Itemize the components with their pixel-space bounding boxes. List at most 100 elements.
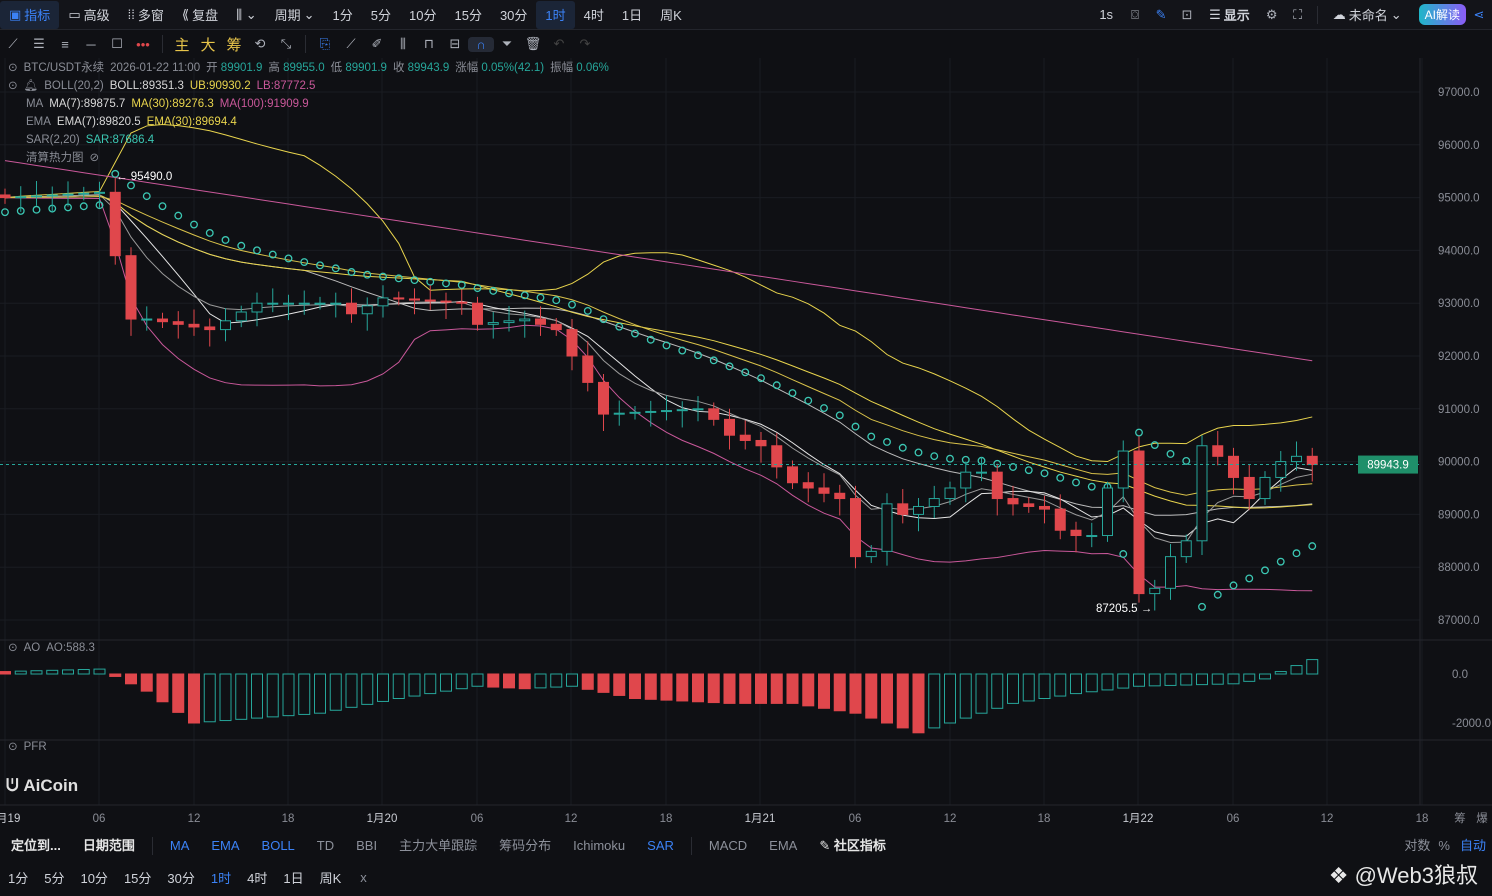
candle-body	[472, 302, 483, 325]
auto-scale-toggle[interactable]: 自动	[1459, 838, 1486, 853]
candle-body	[1007, 498, 1019, 505]
liquidation-heatmap-label[interactable]: 清算热力图	[26, 152, 84, 164]
indicator-1[interactable]: EMA	[211, 838, 240, 853]
timeframe-5[interactable]: 1时	[536, 0, 575, 29]
candle-body	[456, 301, 468, 304]
indicator-0[interactable]: MA	[169, 838, 190, 853]
indicator-4[interactable]: BBI	[356, 838, 378, 853]
hidden-icon[interactable]: ⊘	[89, 152, 100, 164]
price-chart[interactable]: 89943.9 97000.0 96000.0 95000.0 94000.0 93000…	[0, 0, 1492, 833]
timeframe-4[interactable]: 30分	[499, 8, 528, 23]
parallel-lines-icon[interactable]: ☰	[33, 36, 45, 51]
bottom-timeframe-7[interactable]: 1日	[283, 870, 304, 886]
x-tick-label: 1月19	[0, 813, 20, 825]
percent-toggle[interactable]: %	[1438, 838, 1450, 853]
indicator-2[interactable]: BOLL	[261, 838, 295, 853]
community-indicators-button[interactable]: ✎ 社区指标	[819, 838, 886, 853]
timeframe-0[interactable]: 1分	[332, 8, 353, 23]
advanced-button[interactable]: ▭ 高级	[68, 6, 110, 24]
indicators-button[interactable]: ▣ 指标	[0, 0, 60, 29]
bottom-timeframe-8[interactable]: 周K	[319, 870, 342, 886]
timeframe-bar: 1分 5分 10分 15分 30分 1时 4时 1日 周K x	[0, 862, 1492, 892]
collapse-icon[interactable]: ⊙	[8, 80, 18, 92]
add-window-icon[interactable]: ⊡	[1181, 6, 1193, 22]
magnet-icon[interactable]: ∩	[468, 36, 494, 52]
sub-indicator-0[interactable]: MACD	[708, 838, 748, 853]
candle-body	[1196, 445, 1208, 542]
horizontal-line-icon[interactable]: ─	[86, 36, 96, 52]
pen-icon[interactable]: ✎	[1155, 6, 1167, 22]
big-order-button[interactable]: 大	[200, 36, 216, 54]
indicator-5[interactable]: 主力大单跟踪	[399, 838, 478, 853]
timeframe-2[interactable]: 10分	[409, 8, 437, 23]
channel-icon[interactable]: ≡	[61, 36, 69, 52]
indicator-7[interactable]: Ichimoku	[573, 838, 626, 853]
timeframe-3[interactable]: 15分	[454, 8, 482, 23]
candles-icon[interactable]: ⫼	[400, 36, 406, 51]
candle-body	[188, 323, 200, 328]
redo-icon[interactable]: ↷	[579, 36, 591, 51]
indicator-6[interactable]: 筹码分布	[499, 838, 552, 853]
template-icon[interactable]: ⊟	[449, 36, 461, 51]
timeframe-6[interactable]: 4时	[583, 8, 604, 23]
lock-icon[interactable]: ⊓	[423, 36, 435, 51]
close-timeframe-bar[interactable]: x	[360, 869, 367, 885]
bottom-timeframe-4[interactable]: 30分	[167, 870, 195, 886]
fullscreen-icon[interactable]: ⛶	[1293, 6, 1303, 22]
sar-dot	[741, 368, 750, 377]
timeframe-8[interactable]: 周K	[660, 8, 682, 23]
period-dropdown[interactable]: 周期 ⌄	[274, 6, 315, 24]
brush-icon[interactable]: ✐	[371, 36, 383, 51]
timeframe-7[interactable]: 1日	[621, 8, 643, 23]
log-scale-toggle[interactable]: 对数	[1404, 838, 1431, 853]
sub-indicator-1[interactable]: EMA	[769, 838, 798, 853]
bell-icon[interactable]: 🔔︎	[23, 80, 39, 92]
date-range-button[interactable]: 日期范围	[82, 838, 135, 853]
x-tick-label: 06	[93, 813, 106, 825]
layout-dropdown[interactable]: ☁ 未命名 ⌄	[1332, 6, 1402, 24]
timeframe-1[interactable]: 5分	[370, 8, 392, 23]
camera-icon[interactable]: ⌼	[1131, 6, 1139, 22]
watermark-text: @Web3狼叔	[1354, 863, 1478, 888]
trash-icon[interactable]: 🗑	[524, 36, 542, 51]
high-label: 高	[268, 62, 280, 74]
display-button[interactable]: ☰ 显示	[1209, 6, 1250, 24]
collapse-icon[interactable]: ⊙	[8, 741, 18, 753]
line-tool-icon[interactable]: ⟋	[8, 36, 18, 51]
indicator-3[interactable]: TD	[316, 838, 335, 853]
bottom-timeframe-5[interactable]: 1时	[210, 870, 232, 886]
ruler-icon[interactable]: ⟋	[346, 36, 356, 51]
sar-label: SAR(2,20)	[26, 134, 80, 146]
bottom-timeframe-1[interactable]: 5分	[44, 870, 65, 886]
chart-type-dropdown[interactable]: ⫼ ⌄	[236, 6, 257, 22]
filter-icon[interactable]: ⏷	[501, 36, 513, 51]
refresh-rate[interactable]: 1s	[1099, 7, 1114, 22]
measure-icon[interactable]: ⤡	[280, 36, 292, 51]
candle-body	[802, 482, 814, 489]
rectangle-icon[interactable]: ☐	[111, 36, 123, 51]
locate-button[interactable]: 定位到...	[11, 838, 61, 853]
settings-icon[interactable]: ⚙	[1265, 6, 1278, 22]
share-icon[interactable]: ⋖	[1473, 6, 1485, 22]
bottom-timeframe-3[interactable]: 15分	[123, 870, 152, 886]
bottom-timeframe-0[interactable]: 1分	[8, 870, 29, 886]
multi-window-button[interactable]: ⁞⁞ 多窗	[127, 7, 164, 23]
ai-interpret-button[interactable]: AI解读	[1418, 4, 1466, 25]
ao-bar	[1164, 673, 1177, 686]
collapse-icon[interactable]: ⊙	[8, 642, 18, 654]
sar-dot	[489, 286, 498, 295]
indicator-8[interactable]: SAR	[647, 838, 674, 853]
undo-icon[interactable]: ↶	[553, 36, 565, 51]
bookmark-icon[interactable]: ⎘	[319, 36, 331, 51]
bottom-timeframe-6[interactable]: 4时	[247, 870, 268, 886]
bottom-timeframe-2[interactable]: 10分	[80, 870, 108, 886]
more-tools-icon[interactable]: •••	[136, 36, 150, 52]
ao-bar	[723, 673, 736, 704]
main-force-button[interactable]: 主	[174, 36, 190, 54]
sync-icon[interactable]: ⟲	[254, 36, 266, 51]
candle-body	[1133, 450, 1145, 595]
chips-button[interactable]: 筹	[226, 36, 242, 54]
collapse-icon[interactable]: ⊙	[8, 62, 18, 74]
ao-bar	[975, 673, 988, 714]
replay-button[interactable]: ⟪ 复盘	[181, 6, 219, 24]
